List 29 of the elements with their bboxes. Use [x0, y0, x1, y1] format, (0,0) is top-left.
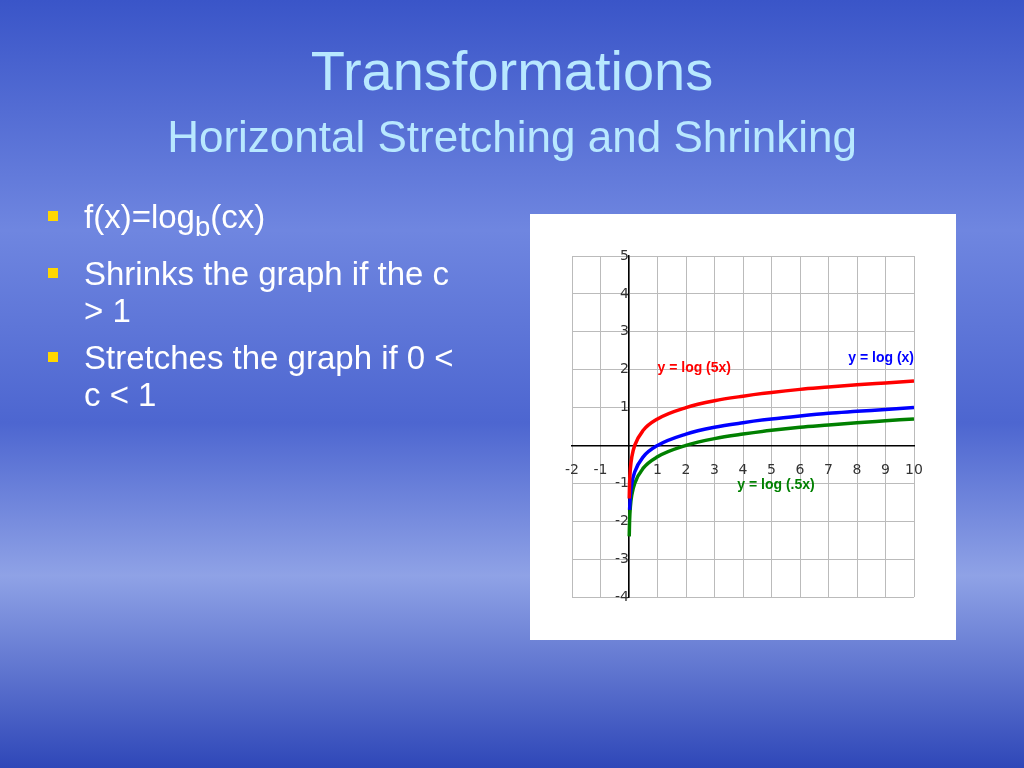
text: Stretches the graph if 0 < c < 1: [84, 338, 454, 413]
x-tick-label: 6: [795, 461, 805, 478]
text: y = log (x): [848, 349, 914, 366]
text: y = log (.5x): [737, 476, 815, 493]
x-tick-label: 10: [905, 461, 923, 478]
x-tick-label: -2: [565, 461, 579, 478]
x-tick-label: 4: [738, 461, 748, 478]
y-tick-label: -1: [615, 473, 629, 490]
series-label: y = log (5x): [657, 358, 732, 375]
y-tick-label: -2: [615, 511, 629, 528]
y-tick-label: 2: [620, 360, 629, 377]
x-tick-label: 1: [653, 461, 662, 478]
x-tick-label: 8: [852, 461, 862, 478]
y-tick-label: 3: [620, 322, 629, 339]
x-tick-label: 7: [824, 461, 833, 478]
y-tick-label: -3: [615, 549, 629, 566]
text: f(x)=log$_{b}$(cx): [84, 198, 266, 242]
chart-subtitle: Horizontal Stretching and Shrinking: [166, 112, 858, 162]
x-tick-label: 5: [767, 461, 776, 478]
y-tick-label: 4: [620, 284, 630, 301]
chart-title: Transformations: [309, 38, 715, 103]
y-tick-label: 5: [620, 246, 629, 263]
text: Shrinks the graph if the c > 1: [84, 254, 450, 329]
x-tick-label: -1: [593, 461, 608, 478]
x-tick-label: 3: [710, 461, 719, 478]
y-tick-label: -4: [615, 587, 630, 604]
x-tick-label: 9: [881, 461, 890, 478]
y-tick-label: 1: [620, 398, 629, 415]
x-tick-label: 2: [681, 461, 691, 478]
